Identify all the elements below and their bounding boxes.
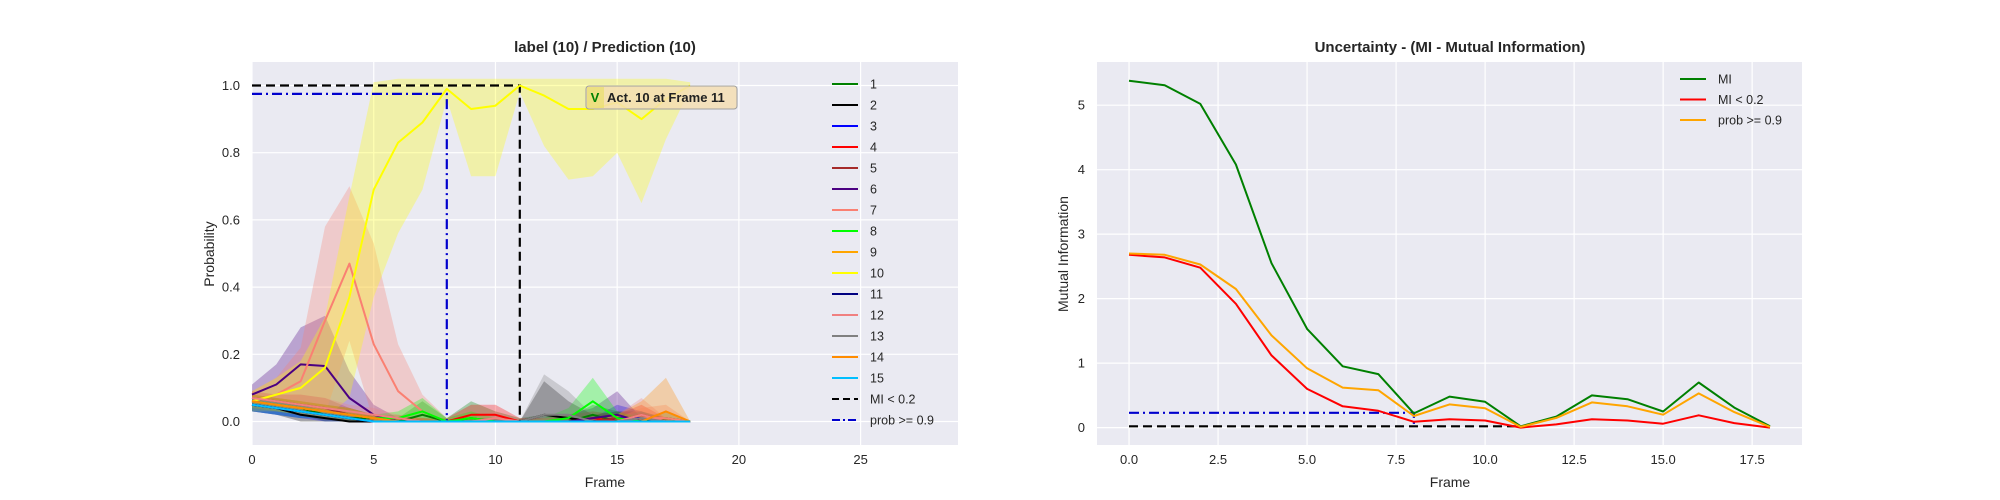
legend-label: 5 <box>870 162 877 176</box>
series-lines <box>251 84 691 423</box>
reference-line <box>252 92 448 422</box>
legend-label: 2 <box>870 99 877 113</box>
band-series-6 <box>252 315 691 422</box>
band-series-9 <box>252 394 691 422</box>
series-line-MI <box>1128 79 1771 428</box>
legend-label: 9 <box>870 246 877 260</box>
y-tick-label: 0.2 <box>222 347 240 362</box>
annotation-text: Act. 10 at Frame 11 <box>607 90 725 105</box>
x-tick-label: 20 <box>732 452 746 467</box>
series-line-prob >= 0.9 <box>1128 252 1771 428</box>
legend-label: MI < 0.2 <box>870 393 916 407</box>
legend-label: 11 <box>870 288 883 302</box>
legend-label: MI < 0.2 <box>1718 93 1764 107</box>
legend: MI MI < 0.2 prob >= 0.9 <box>1680 73 1782 128</box>
legend-label: 10 <box>870 267 884 281</box>
y-tick-label: 4 <box>1078 162 1085 177</box>
legend-label: 8 <box>870 225 877 239</box>
series-line-15 <box>251 403 691 423</box>
x-tick-label: 10.0 <box>1472 452 1497 467</box>
grid <box>1097 62 1802 445</box>
legend-label: 13 <box>870 330 884 344</box>
x-tick-label: 7.5 <box>1387 452 1405 467</box>
y-tick-labels: 0 1 2 3 4 5 <box>1078 98 1085 435</box>
x-tick-label: 0 <box>248 452 255 467</box>
y-axis-label: Mutual Information <box>1055 196 1071 312</box>
y-tick-label: 0.4 <box>222 280 240 295</box>
series-line-MI < 0.2 <box>1128 253 1771 429</box>
mutual-information-chart: 0.0 2.5 5.0 7.5 10.0 12.5 15.0 17.5 0 1 2 3 4 5 Unce… <box>1055 39 1802 490</box>
y-tick-label: 0.6 <box>222 212 240 227</box>
y-tick-label: 0.8 <box>222 145 240 160</box>
chart-title: label (10) / Prediction (10) <box>514 39 696 56</box>
legend-label: 6 <box>870 183 877 197</box>
x-tick-label: 17.5 <box>1739 452 1764 467</box>
y-tick-label: 0.0 <box>222 414 240 429</box>
series-lines <box>1128 79 1771 429</box>
legend-label: 12 <box>870 309 884 323</box>
annotation-mark: V <box>591 90 600 105</box>
activity-annotation: V Act. 10 at Frame 11 <box>585 85 738 110</box>
legend-label: 3 <box>870 120 877 134</box>
legend-label: prob >= 0.9 <box>870 414 934 428</box>
x-tick-label: 5 <box>370 452 377 467</box>
legend-label: 1 <box>870 78 877 92</box>
x-axis-label: Frame <box>1430 474 1471 490</box>
legend-label: 15 <box>870 372 884 386</box>
band-series-2 <box>252 381 691 422</box>
y-axis-label: Probability <box>201 221 217 286</box>
plot-area <box>1097 62 1802 445</box>
y-tick-label: 1 <box>1078 356 1085 371</box>
legend-label: prob >= 0.9 <box>1718 114 1782 128</box>
y-tick-label: 3 <box>1078 227 1085 242</box>
x-tick-label: 5.0 <box>1298 452 1316 467</box>
x-tick-labels: 0.0 2.5 5.0 7.5 10.0 12.5 15.0 17.5 <box>1120 452 1765 467</box>
y-tick-label: 2 <box>1078 291 1085 306</box>
legend-label: 14 <box>870 351 884 365</box>
x-tick-label: 2.5 <box>1209 452 1227 467</box>
x-tick-label: 0.0 <box>1120 452 1138 467</box>
y-tick-label: 5 <box>1078 98 1085 113</box>
annotation-box <box>585 85 738 110</box>
x-tick-label: 15 <box>610 452 624 467</box>
x-axis-label: Frame <box>585 474 626 490</box>
chart-title: Uncertainty - (MI - Mutual Information) <box>1315 39 1586 56</box>
legend-label: 7 <box>870 204 877 218</box>
x-tick-label: 12.5 <box>1561 452 1586 467</box>
y-tick-label: 1.0 <box>222 78 240 93</box>
legend-label: MI <box>1718 73 1732 87</box>
band-series-4 <box>252 394 691 422</box>
x-tick-label: 10 <box>488 452 502 467</box>
annotation-mark-box <box>587 87 604 108</box>
band-series-1 <box>252 394 691 422</box>
y-tick-label: 0 <box>1078 420 1085 435</box>
probability-chart: 0 5 10 15 20 25 0.00.20.40.60.81.0 label (10)… <box>201 39 958 490</box>
x-tick-label: 25 <box>853 452 867 467</box>
x-tick-labels: 0 5 10 15 20 25 <box>248 452 867 467</box>
x-tick-label: 15.0 <box>1650 452 1675 467</box>
y-tick-labels: 0.0 0.2 0.4 0.6 0.8 1.0 <box>222 78 240 429</box>
band-series-10 <box>252 78 691 419</box>
legend-label: 4 <box>870 141 877 155</box>
